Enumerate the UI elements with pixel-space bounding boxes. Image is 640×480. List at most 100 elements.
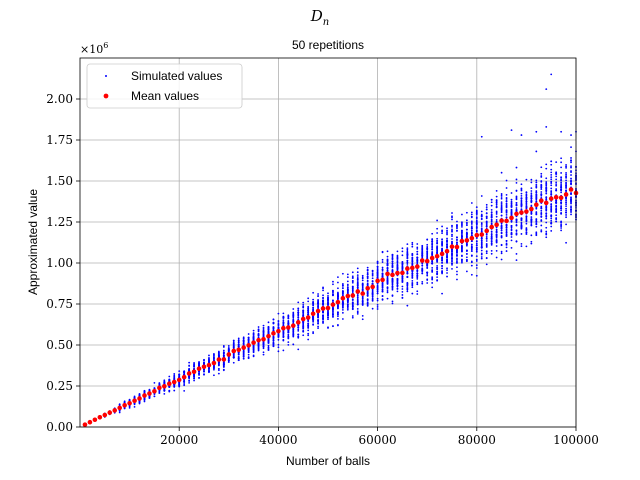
- point-simulated: [495, 189, 498, 192]
- point-simulated: [198, 361, 200, 363]
- point-simulated: [545, 236, 548, 239]
- point-simulated: [535, 200, 538, 203]
- point-simulated: [456, 273, 458, 276]
- point-simulated: [565, 207, 567, 210]
- point-simulated: [312, 320, 315, 323]
- point-simulated: [317, 322, 319, 325]
- point-simulated: [341, 300, 344, 302]
- point-simulated: [247, 348, 250, 351]
- point-simulated: [272, 322, 275, 324]
- point-simulated: [396, 280, 399, 282]
- point-simulated: [520, 233, 523, 235]
- point-simulated: [421, 244, 424, 247]
- point-simulated: [312, 298, 315, 301]
- point-simulated: [510, 200, 513, 203]
- point-simulated: [570, 196, 572, 199]
- point-simulated: [540, 230, 543, 233]
- point-simulated: [431, 232, 434, 235]
- point-simulated: [163, 390, 166, 392]
- point-simulated: [287, 333, 290, 336]
- point-simulated: [465, 256, 468, 259]
- point-simulated: [570, 193, 572, 196]
- point-simulated: [396, 288, 399, 290]
- point-simulated: [257, 349, 260, 352]
- point-simulated: [560, 207, 563, 210]
- point-simulated: [426, 271, 429, 274]
- point-simulated: [520, 183, 523, 186]
- point-simulated: [381, 289, 384, 292]
- point-simulated: [322, 322, 324, 324]
- point-simulated: [213, 374, 215, 377]
- point-simulated: [252, 351, 255, 354]
- point-simulated: [540, 188, 543, 190]
- point-simulated: [480, 222, 483, 224]
- point-simulated: [431, 240, 434, 243]
- point-simulated: [416, 259, 419, 261]
- point-simulated: [470, 229, 473, 232]
- point-simulated: [515, 240, 518, 243]
- point-simulated: [475, 219, 478, 222]
- point-simulated: [485, 242, 488, 245]
- point-simulated: [475, 255, 478, 257]
- point-simulated: [346, 300, 349, 303]
- point-simulated: [406, 281, 409, 284]
- point-simulated: [386, 258, 389, 261]
- point-simulated: [297, 348, 300, 351]
- point-simulated: [540, 175, 543, 177]
- point-simulated: [208, 370, 210, 373]
- point-simulated: [480, 257, 483, 260]
- point-simulated: [456, 278, 458, 281]
- point-simulated: [411, 252, 414, 255]
- point-simulated: [277, 346, 280, 349]
- point-simulated: [327, 318, 329, 321]
- point-simulated: [500, 171, 503, 174]
- point-simulated: [371, 293, 374, 296]
- point-simulated: [356, 276, 359, 278]
- point-simulated: [520, 219, 523, 221]
- point-simulated: [178, 383, 181, 386]
- point-simulated: [475, 267, 478, 269]
- point-simulated: [560, 209, 563, 212]
- point-simulated: [277, 312, 280, 315]
- point-simulated: [451, 258, 453, 261]
- point-simulated: [292, 315, 295, 318]
- point-simulated: [441, 240, 443, 243]
- point-simulated: [451, 215, 453, 218]
- point-simulated: [470, 213, 473, 216]
- point-simulated: [505, 200, 508, 202]
- point-simulated: [530, 197, 533, 200]
- point-simulated: [302, 330, 305, 333]
- point-simulated: [381, 288, 384, 291]
- point-simulated: [332, 325, 334, 327]
- point-simulated: [510, 246, 513, 249]
- point-simulated: [535, 232, 538, 235]
- point-simulated: [560, 227, 563, 229]
- point-simulated: [312, 306, 315, 309]
- point-simulated: [495, 199, 498, 202]
- point-simulated: [396, 268, 399, 271]
- point-simulated: [515, 223, 518, 226]
- point-simulated: [168, 390, 171, 393]
- point-simulated: [307, 324, 310, 327]
- point-simulated: [545, 230, 548, 233]
- point-simulated: [242, 351, 245, 354]
- point-simulated: [565, 176, 567, 179]
- point-simulated: [485, 257, 488, 260]
- point-simulated: [287, 317, 290, 319]
- point-simulated: [470, 250, 473, 252]
- point-simulated: [431, 262, 434, 265]
- point-simulated: [312, 323, 315, 326]
- point-simulated: [332, 315, 334, 318]
- point-simulated: [555, 214, 558, 217]
- point-simulated: [381, 268, 384, 271]
- point-simulated: [341, 272, 344, 275]
- point-simulated: [277, 343, 280, 346]
- point-simulated: [560, 166, 563, 169]
- point-simulated: [565, 203, 567, 206]
- point-simulated: [545, 192, 548, 195]
- point-simulated: [540, 191, 543, 193]
- point-simulated: [376, 274, 379, 277]
- point-simulated: [232, 361, 235, 364]
- point-simulated: [550, 173, 553, 176]
- point-simulated: [560, 177, 563, 179]
